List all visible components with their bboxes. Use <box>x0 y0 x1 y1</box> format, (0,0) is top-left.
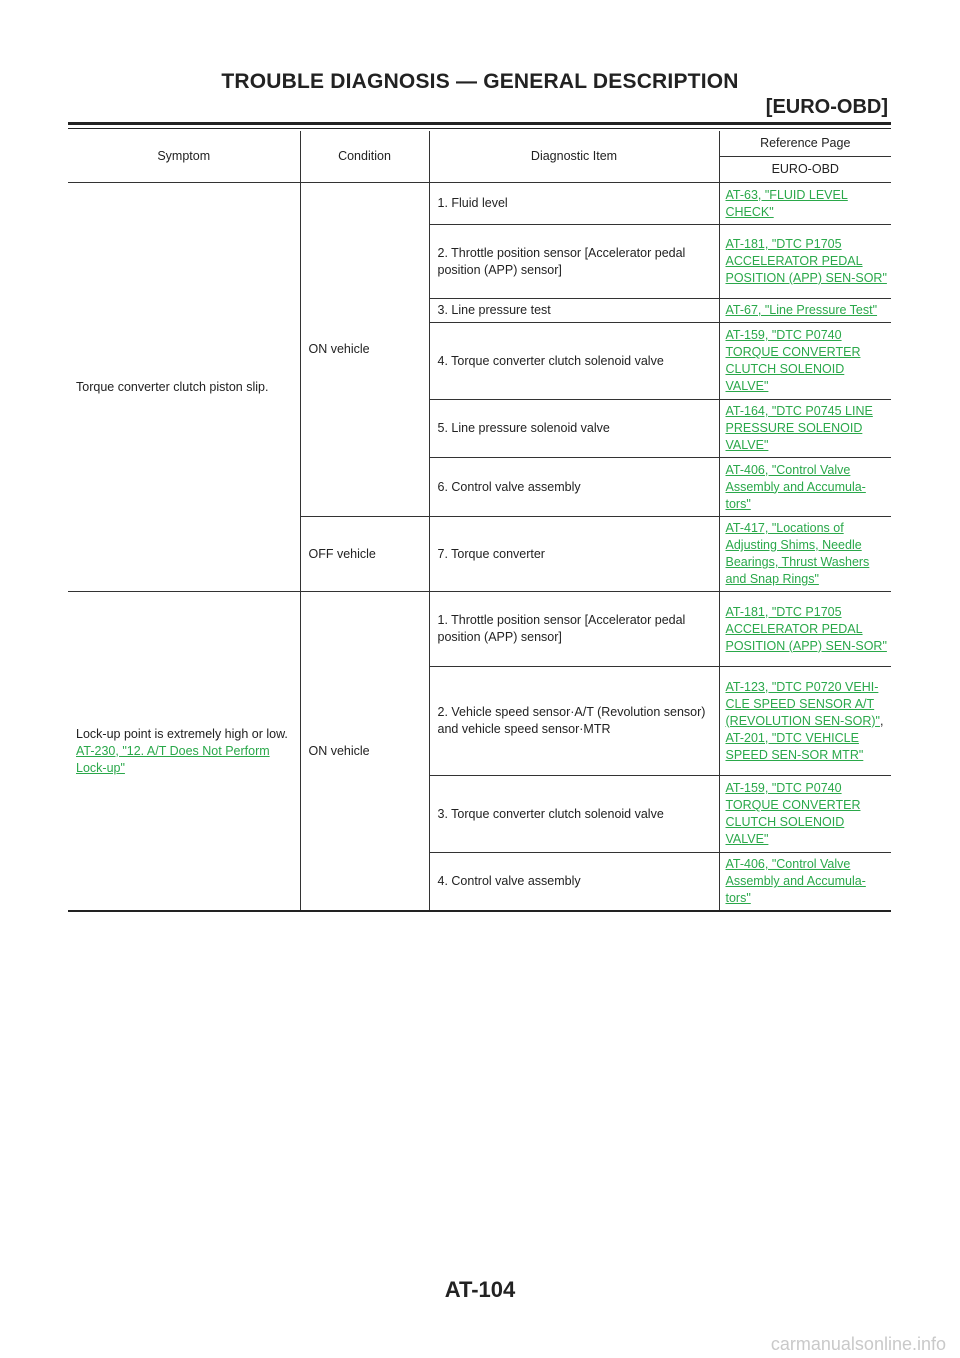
diagnostic-item: 1. Fluid level <box>428 182 719 225</box>
diagnostic-item: 7. Torque converter <box>428 516 719 592</box>
reference-link[interactable]: AT-201, "DTC VEHICLE SPEED SEN-SOR MTR" <box>725 730 864 762</box>
condition-cell: ON vehicle <box>299 182 429 517</box>
reference-link[interactable]: AT-67, "Line Pressure Test" <box>725 303 878 317</box>
header-reference-page: Reference Page <box>718 131 891 157</box>
reference-cell: AT-181, "DTC P1705 ACCELERATOR PEDAL POS… <box>718 591 891 667</box>
diagnostic-item: 6. Control valve assembly <box>428 457 719 517</box>
reference-link[interactable]: AT-159, "DTC P0740 TORQUE CONVERTER CLUT… <box>725 328 861 393</box>
reference-cell: AT-123, "DTC P0720 VEHI-CLE SPEED SENSOR… <box>718 666 891 776</box>
reference-link[interactable]: AT-181, "DTC P1705 ACCELERATOR PEDAL POS… <box>725 604 887 653</box>
condition-cell: ON vehicle <box>299 591 429 912</box>
reference-link[interactable]: AT-164, "DTC P0745 LINE PRESSURE SOLENOI… <box>725 404 873 452</box>
header-symptom: Symptom <box>68 131 300 183</box>
section-tag: [EURO-OBD] <box>765 96 888 118</box>
symptom-cell: Lock-up point is extremely high or low. … <box>68 591 300 912</box>
diagnostic-item: 2. Vehicle speed sensor·A/T (Revolution … <box>428 666 719 776</box>
reference-cell: AT-406, "Control Valve Assembly and Accu… <box>718 852 891 912</box>
reference-cell: AT-67, "Line Pressure Test" <box>718 298 891 323</box>
reference-link[interactable]: AT-406, "Control Valve Assembly and Accu… <box>725 857 866 905</box>
diagnostic-item: 5. Line pressure solenoid valve <box>428 399 719 458</box>
header-condition: Condition <box>299 131 429 183</box>
header-rule-thick <box>68 122 891 125</box>
watermark: carmanualsonline.info <box>770 1334 946 1354</box>
diagnostic-item: 1. Throttle position sensor [Accelerator… <box>428 591 719 667</box>
symptom-reference-link[interactable]: AT-230, "12. A/T Does Not Perform Lock-u… <box>76 743 270 775</box>
reference-link[interactable]: AT-406, "Control Valve Assembly and Accu… <box>725 462 866 511</box>
diagnosis-table: Symptom Condition Diagnostic Item Refere… <box>68 131 891 912</box>
reference-cell: AT-63, "FLUID LEVEL CHECK" <box>718 182 891 225</box>
diagnostic-item: 2. Throttle position sensor [Accelerator… <box>428 224 719 299</box>
reference-link[interactable]: AT-181, "DTC P1705 ACCELERATOR PEDAL POS… <box>725 237 887 285</box>
condition-cell: OFF vehicle <box>299 516 429 592</box>
reference-cell: AT-159, "DTC P0740 TORQUE CONVERTER CLUT… <box>718 322 891 400</box>
page-number: AT-104 <box>444 1277 516 1302</box>
reference-cell: AT-164, "DTC P0745 LINE PRESSURE SOLENOI… <box>718 399 891 458</box>
symptom-cell: Torque converter clutch piston slip. <box>68 182 300 592</box>
symptom-text: Lock-up point is extremely high or low. <box>76 726 288 741</box>
diagnostic-item: 4. Control valve assembly <box>428 852 719 912</box>
reference-link[interactable]: AT-417, "Locations of Adjusting Shims, N… <box>725 521 870 586</box>
reference-cell: AT-181, "DTC P1705 ACCELERATOR PEDAL POS… <box>718 224 891 299</box>
reference-separator: , <box>879 713 884 728</box>
diagnostic-item: 3. Line pressure test <box>428 298 719 323</box>
reference-cell: AT-159, "DTC P0740 TORQUE CONVERTER CLUT… <box>718 775 891 853</box>
reference-link[interactable]: AT-63, "FLUID LEVEL CHECK" <box>725 187 848 219</box>
reference-link[interactable]: AT-123, "DTC P0720 VEHI-CLE SPEED SENSOR… <box>725 679 880 728</box>
diagnostic-item: 3. Torque converter clutch solenoid valv… <box>428 775 719 853</box>
page-title: TROUBLE DIAGNOSIS — GENERAL DESCRIPTION <box>221 70 739 93</box>
diagnostic-item: 4. Torque converter clutch solenoid valv… <box>428 322 719 400</box>
reference-link[interactable]: AT-159, "DTC P0740 TORQUE CONVERTER CLUT… <box>725 781 861 846</box>
reference-cell: AT-406, "Control Valve Assembly and Accu… <box>718 457 891 517</box>
header-diagnostic-item: Diagnostic Item <box>428 131 719 183</box>
reference-cell: AT-417, "Locations of Adjusting Shims, N… <box>718 516 891 592</box>
header-euro-obd: EURO-OBD <box>718 156 891 184</box>
header-rule-thin <box>68 128 891 129</box>
